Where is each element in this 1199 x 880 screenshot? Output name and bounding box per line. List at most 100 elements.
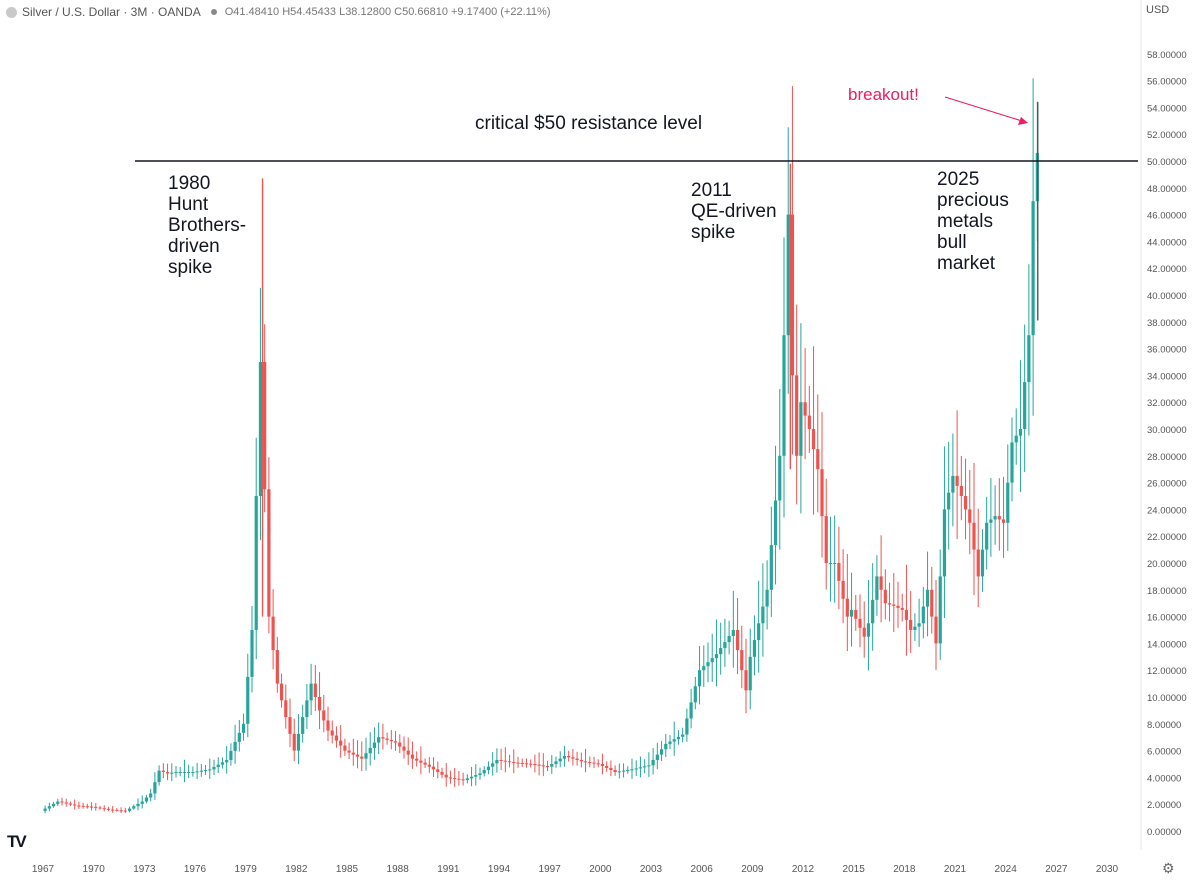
candle-body	[921, 606, 925, 624]
candle-body	[284, 700, 288, 718]
candle-body	[529, 763, 533, 765]
x-tick-label: 1994	[488, 864, 511, 875]
candle-body	[431, 766, 436, 770]
candle-body	[638, 767, 643, 769]
candle-body	[668, 741, 672, 744]
tradingview-logo[interactable]: TV	[7, 832, 27, 851]
candle-body	[942, 509, 947, 577]
candle-body	[1014, 435, 1018, 443]
candle-body	[347, 750, 351, 753]
symbol-title[interactable]: Silver / U.S. Dollar · 3M · OANDA	[22, 5, 201, 19]
candle-body	[790, 214, 795, 376]
x-tick-label: 1970	[83, 864, 106, 875]
candle-body	[795, 375, 799, 456]
candle-body	[444, 774, 448, 778]
breakout-label: breakout!	[848, 85, 919, 104]
x-tick-label: 2006	[691, 864, 714, 875]
candle-body	[258, 362, 263, 496]
candle-body	[748, 656, 752, 691]
candle-body	[676, 736, 681, 740]
candle-body	[491, 763, 495, 767]
candle-body	[579, 759, 583, 762]
candle-body	[212, 767, 216, 770]
annotation-2011: 2011 QE-driven spike	[691, 180, 777, 243]
candle-body	[406, 750, 410, 755]
gear-icon[interactable]: ⚙	[1162, 860, 1175, 876]
candle-body	[664, 743, 668, 750]
candle-body	[393, 741, 398, 743]
candle-body	[588, 761, 592, 763]
candle-body	[554, 761, 558, 764]
candle-body	[216, 764, 220, 768]
candle-body	[592, 762, 596, 764]
y-tick-label: 38.00000	[1147, 318, 1187, 329]
candle-body	[583, 761, 588, 763]
candle-body	[381, 737, 385, 739]
candle-body	[398, 742, 402, 747]
candle-body	[326, 720, 330, 731]
candle-body	[837, 563, 841, 581]
x-tick-label: 1991	[437, 864, 460, 875]
y-tick-label: 14.00000	[1147, 639, 1187, 650]
candle-body	[816, 449, 820, 470]
candle-body	[955, 475, 959, 486]
candle-body	[309, 683, 313, 701]
x-tick-label: 2027	[1045, 864, 1068, 875]
candle-body	[1023, 382, 1027, 429]
candle-body	[111, 809, 115, 811]
candle-body	[697, 670, 702, 687]
candle-body	[368, 747, 372, 754]
candle-body	[208, 769, 212, 771]
candle-body	[803, 402, 807, 416]
y-tick-label: 16.00000	[1147, 613, 1187, 624]
y-tick-label: 0.00000	[1147, 827, 1181, 838]
breakout-arrow-head	[1018, 117, 1028, 125]
candle-body	[537, 764, 541, 766]
candle-body	[706, 662, 710, 667]
candle-body	[85, 806, 89, 808]
currency-label[interactable]: USD	[1146, 4, 1170, 16]
candle-body	[744, 670, 748, 691]
candle-body	[60, 801, 64, 803]
resistance-label: critical $50 resistance level	[475, 113, 703, 134]
candle-body	[782, 335, 786, 456]
candle-body	[364, 753, 368, 759]
candle-body	[165, 772, 170, 774]
candle-body	[296, 733, 301, 751]
candle-body	[719, 648, 723, 655]
candle-body	[123, 810, 127, 812]
candle-body	[786, 214, 790, 336]
candle-body	[963, 496, 968, 510]
candle-body	[997, 516, 1001, 520]
candle-body	[237, 732, 241, 742]
candle-body	[127, 808, 132, 811]
candle-body	[495, 759, 499, 764]
y-tick-label: 18.00000	[1147, 586, 1187, 597]
candle-body	[651, 759, 655, 766]
y-tick-label: 12.00000	[1147, 666, 1187, 677]
candle-body	[989, 519, 993, 523]
candle-body	[486, 766, 491, 771]
x-tick-label: 1982	[285, 864, 308, 875]
x-tick-label: 1997	[539, 864, 562, 875]
candle-body	[681, 734, 685, 737]
candle-body	[465, 778, 469, 781]
candle-body	[144, 797, 149, 802]
candle-body	[187, 772, 191, 774]
candle-body	[571, 757, 575, 759]
ohlc-values: O41.48410 H54.45433 L38.12800 C50.66810 …	[224, 6, 551, 18]
candle-body	[339, 740, 343, 746]
candle-body	[761, 606, 765, 624]
candle-body	[51, 803, 56, 807]
candle-body	[440, 772, 444, 775]
candle-body	[617, 771, 621, 773]
y-tick-label: 34.00000	[1147, 371, 1187, 382]
x-tick-label: 1988	[387, 864, 410, 875]
candle-body	[934, 616, 938, 644]
candle-body	[229, 750, 233, 760]
candle-body	[769, 545, 773, 590]
y-tick-label: 32.00000	[1147, 398, 1187, 409]
candle-body	[871, 599, 875, 624]
candle-body	[191, 772, 195, 774]
